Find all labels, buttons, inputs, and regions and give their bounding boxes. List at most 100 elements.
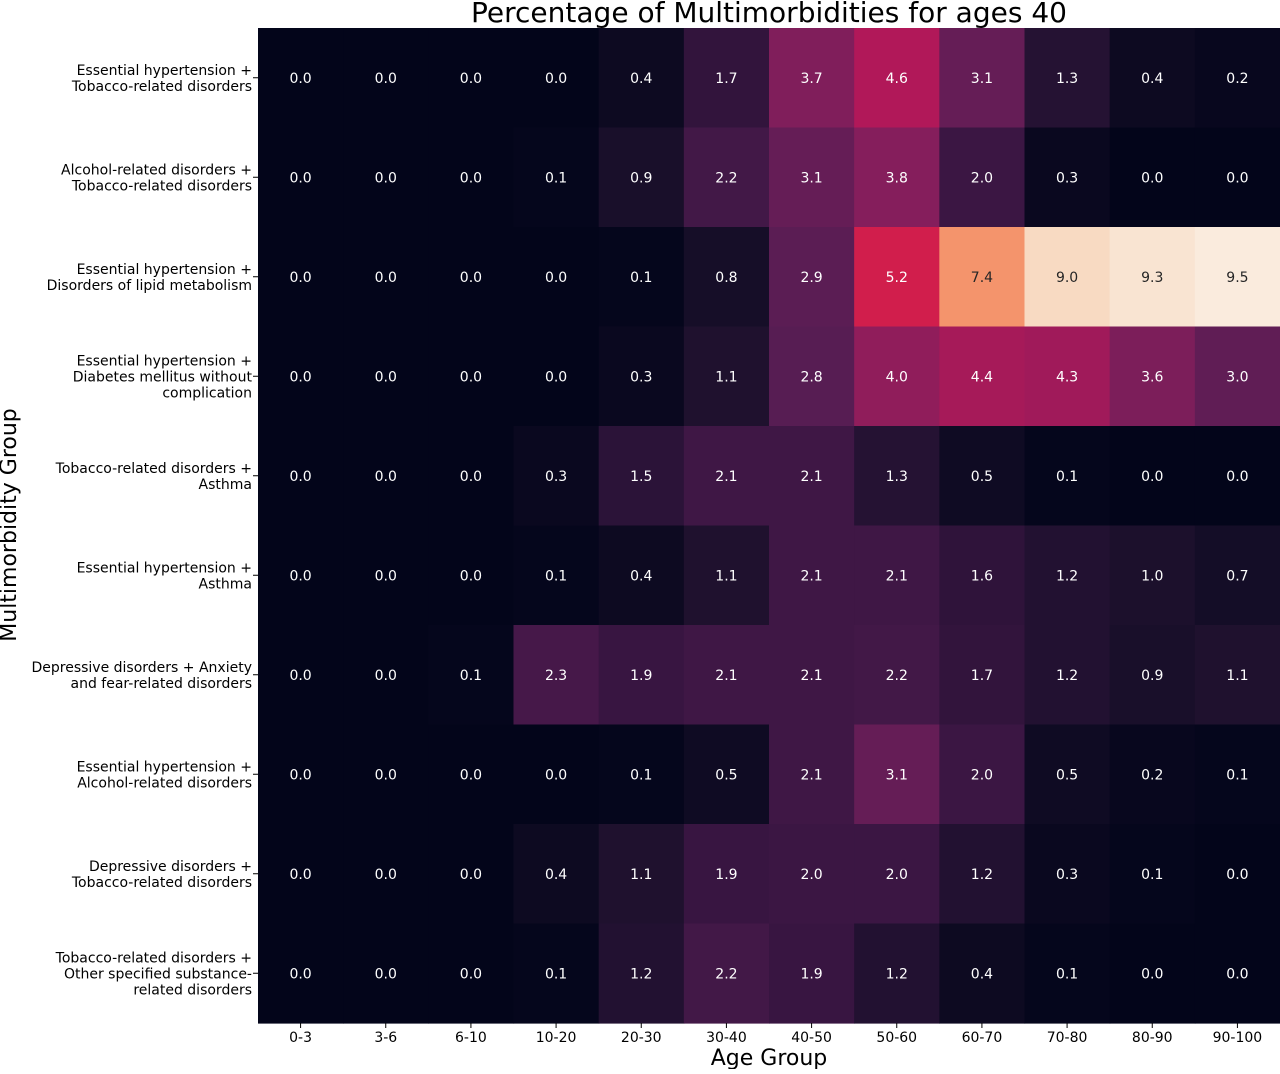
cell-value-label: 0.1 [1056, 966, 1078, 982]
heatmap-cell [598, 127, 685, 228]
heatmap-cell [1109, 824, 1196, 925]
y-tick-label: Tobacco-related disorders [71, 875, 252, 891]
cell-value-label: 0.0 [1141, 170, 1163, 186]
cell-value-label: 0.9 [1141, 668, 1163, 684]
cell-value-label: 0.0 [375, 270, 397, 286]
heatmap-cell [343, 923, 429, 1024]
cell-value-label: 1.5 [630, 469, 652, 485]
cell-value-label: 0.1 [1056, 469, 1078, 485]
heatmap-cell [1109, 525, 1196, 626]
cell-value-label: 0.3 [1056, 170, 1078, 186]
cell-value-label: 0.3 [1056, 867, 1078, 883]
heatmap-cell [769, 326, 855, 427]
heatmap-cell [513, 426, 600, 527]
heatmap-cell [769, 923, 855, 1024]
cell-value-label: 9.5 [1226, 270, 1248, 286]
y-tick-label: Essential hypertension + [77, 262, 252, 278]
cell-value-label: 0.0 [545, 369, 567, 385]
cell-value-label: 4.0 [886, 369, 908, 385]
heatmap-cell [343, 525, 429, 626]
heatmap-cell [1024, 326, 1111, 427]
cell-value-label: 1.2 [971, 867, 993, 883]
cell-value-label: 0.0 [545, 767, 567, 783]
y-tick-label: Depressive disorders + [89, 859, 252, 875]
heatmap-cell [513, 28, 600, 129]
cell-value-label: 0.0 [460, 369, 482, 385]
heatmap-cell [854, 28, 940, 129]
x-tick-label: 0-3 [289, 1030, 312, 1046]
y-tick-label: complication [162, 385, 252, 401]
cell-value-label: 0.4 [630, 568, 652, 584]
cell-value-label: 0.0 [1226, 469, 1248, 485]
cell-value-label: 0.1 [545, 170, 567, 186]
cell-value-label: 0.3 [630, 369, 652, 385]
cell-value-label: 0.0 [289, 767, 311, 783]
cell-value-label: 0.1 [545, 966, 567, 982]
cell-value-label: 1.1 [630, 867, 652, 883]
x-tick-label: 50-60 [876, 1030, 917, 1046]
cell-value-label: 3.1 [800, 170, 822, 186]
cell-value-label: 3.1 [971, 71, 993, 87]
cell-value-label: 0.0 [375, 867, 397, 883]
cell-value-label: 0.0 [289, 170, 311, 186]
heatmap-cell [513, 326, 600, 427]
cell-value-label: 0.9 [630, 170, 652, 186]
cell-value-label: 3.8 [886, 170, 908, 186]
cell-value-label: 5.2 [886, 270, 908, 286]
heatmap-cell [769, 227, 855, 328]
cell-value-label: 0.8 [715, 270, 737, 286]
heatmap-cell [939, 923, 1026, 1024]
heatmap-cell [1024, 525, 1111, 626]
heatmap-cell [1024, 127, 1111, 228]
chart-title: Percentage of Multimorbidities for ages … [471, 0, 1067, 29]
x-tick-label: 90-100 [1213, 1030, 1263, 1046]
cell-value-label: 0.0 [289, 966, 311, 982]
heatmap-cell [854, 923, 940, 1024]
heatmap-cell [598, 724, 685, 825]
x-tick-label: 60-70 [962, 1030, 1003, 1046]
y-tick-label: Essential hypertension + [77, 560, 252, 576]
cell-value-label: 0.0 [1226, 966, 1248, 982]
cell-value-label: 0.4 [1141, 71, 1163, 87]
cell-value-label: 0.0 [375, 369, 397, 385]
heatmap-cell [683, 28, 770, 129]
heatmap-cell [854, 824, 940, 925]
y-tick-label: Tobacco-related disorders + [55, 461, 252, 477]
cell-value-label: 1.2 [630, 966, 652, 982]
cell-value-labels: 0.0 0.0 0.0 0.0 0.4 1.7 3.7 4.6 3.1 1.3 0.4 0.2 0.0 0… [289, 71, 1248, 983]
x-tick-label: 3-6 [374, 1030, 397, 1046]
heatmap-cell [258, 227, 344, 328]
heatmap-cell [1194, 625, 1280, 726]
cell-value-label: 2.0 [971, 767, 993, 783]
heatmap-cell [1109, 28, 1196, 129]
cell-value-label: 1.7 [971, 668, 993, 684]
heatmap-cell [1194, 824, 1280, 925]
heatmap-cell [939, 824, 1026, 925]
heatmap-cell [1194, 724, 1280, 825]
cell-value-label: 0.5 [1056, 767, 1078, 783]
cell-value-label: 3.1 [886, 767, 908, 783]
cell-value-label: 0.4 [971, 966, 993, 982]
heatmap-cell [513, 625, 600, 726]
heatmap-cell [939, 724, 1026, 825]
cell-value-label: 1.9 [630, 668, 652, 684]
heatmap-cell [854, 525, 940, 626]
heatmap-cell [939, 227, 1026, 328]
cell-value-label: 2.3 [545, 668, 567, 684]
heatmap-cell [513, 923, 600, 1024]
heatmap-cell [598, 923, 685, 1024]
cell-value-label: 1.1 [715, 369, 737, 385]
x-tick-label: 40-50 [791, 1030, 832, 1046]
heatmap-cell [1024, 625, 1111, 726]
cell-value-label: 0.0 [375, 71, 397, 87]
heatmap-cell [1024, 724, 1111, 825]
cell-value-label: 2.1 [715, 469, 737, 485]
x-tick-label: 80-90 [1132, 1030, 1173, 1046]
cell-value-label: 4.3 [1056, 369, 1078, 385]
cell-value-label: 0.5 [971, 469, 993, 485]
cell-value-label: 1.6 [971, 568, 993, 584]
cell-value-label: 0.1 [1141, 867, 1163, 883]
cell-value-label: 9.3 [1141, 270, 1163, 286]
x-tick-label: 20-30 [621, 1030, 662, 1046]
heatmap-cell [428, 326, 515, 427]
